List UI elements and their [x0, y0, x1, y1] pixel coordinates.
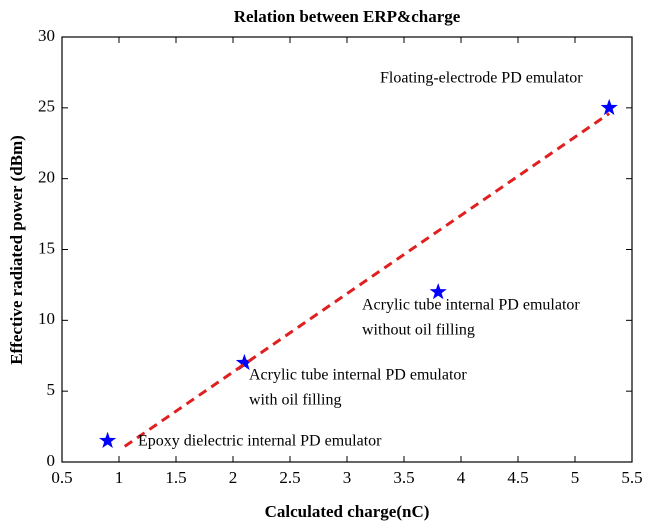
- y-tick-label: 30: [38, 26, 55, 45]
- x-tick-label: 5.5: [621, 468, 642, 487]
- y-tick-label: 10: [38, 309, 55, 328]
- x-tick-label: 1.5: [165, 468, 186, 487]
- x-tick-label: 0.5: [51, 468, 72, 487]
- data-point: [600, 98, 618, 116]
- annotation: Acrylic tube internal PD emulator: [249, 367, 467, 384]
- annotation: Epoxy dielectric internal PD emulator: [138, 433, 382, 450]
- y-tick-label: 15: [38, 238, 55, 257]
- x-tick-label: 3.5: [393, 468, 414, 487]
- y-axis-label: Effective radiated power (dBm): [7, 135, 26, 365]
- y-tick-label: 25: [38, 97, 55, 116]
- plot-frame: [61, 36, 633, 463]
- data-point: [235, 353, 253, 371]
- x-tick-label: 2.5: [279, 468, 300, 487]
- x-tick-label: 2: [229, 468, 238, 487]
- data-point: [429, 283, 447, 300]
- x-tick-label: 4: [457, 468, 466, 487]
- x-tick-label: 1: [115, 468, 124, 487]
- annotation: with oil filling: [249, 392, 341, 409]
- annotation: Floating-electrode PD emulator: [380, 70, 583, 87]
- annotation: without oil filling: [362, 322, 475, 339]
- data-point: [99, 431, 117, 449]
- x-axis-label: Calculated charge(nC): [265, 502, 430, 521]
- fit-line: [123, 112, 611, 448]
- y-tick-label: 0: [47, 451, 56, 470]
- x-tick-label: 3: [343, 468, 352, 487]
- y-tick-label: 5: [47, 380, 56, 399]
- chart-title: Relation between ERP&charge: [234, 7, 461, 26]
- x-tick-label: 5: [571, 468, 580, 487]
- annotation: Acrylic tube internal PD emulator: [362, 297, 580, 314]
- x-tick-label: 4.5: [507, 468, 528, 487]
- y-tick-label: 20: [38, 168, 55, 187]
